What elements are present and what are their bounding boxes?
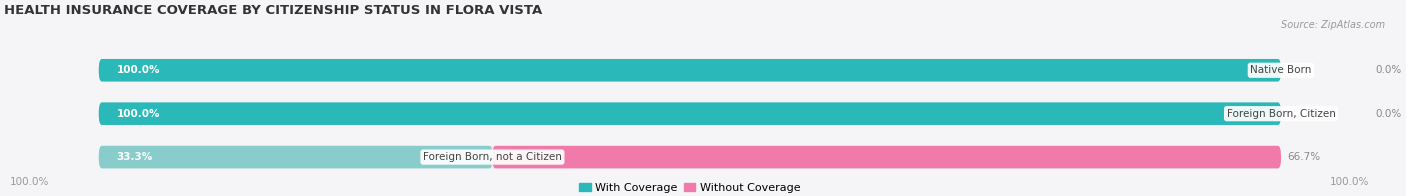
FancyBboxPatch shape bbox=[98, 59, 1281, 82]
Text: 66.7%: 66.7% bbox=[1286, 152, 1320, 162]
FancyBboxPatch shape bbox=[98, 102, 1281, 125]
FancyBboxPatch shape bbox=[98, 102, 1281, 125]
Text: 100.0%: 100.0% bbox=[10, 177, 49, 187]
Text: 0.0%: 0.0% bbox=[1375, 65, 1402, 75]
FancyBboxPatch shape bbox=[98, 146, 492, 168]
FancyBboxPatch shape bbox=[98, 146, 1281, 168]
Text: Source: ZipAtlas.com: Source: ZipAtlas.com bbox=[1281, 20, 1385, 30]
Text: HEALTH INSURANCE COVERAGE BY CITIZENSHIP STATUS IN FLORA VISTA: HEALTH INSURANCE COVERAGE BY CITIZENSHIP… bbox=[4, 4, 543, 17]
Text: 100.0%: 100.0% bbox=[117, 109, 160, 119]
Text: Foreign Born, not a Citizen: Foreign Born, not a Citizen bbox=[423, 152, 562, 162]
Text: 33.3%: 33.3% bbox=[447, 152, 481, 162]
Text: 100.0%: 100.0% bbox=[1330, 177, 1369, 187]
Text: 0.0%: 0.0% bbox=[1375, 109, 1402, 119]
Text: 100.0%: 100.0% bbox=[117, 65, 160, 75]
FancyBboxPatch shape bbox=[492, 146, 1281, 168]
Text: Native Born: Native Born bbox=[1250, 65, 1312, 75]
Legend: With Coverage, Without Coverage: With Coverage, Without Coverage bbox=[579, 182, 800, 193]
Text: Foreign Born, Citizen: Foreign Born, Citizen bbox=[1226, 109, 1336, 119]
FancyBboxPatch shape bbox=[98, 59, 1281, 82]
Text: 33.3%: 33.3% bbox=[117, 152, 153, 162]
